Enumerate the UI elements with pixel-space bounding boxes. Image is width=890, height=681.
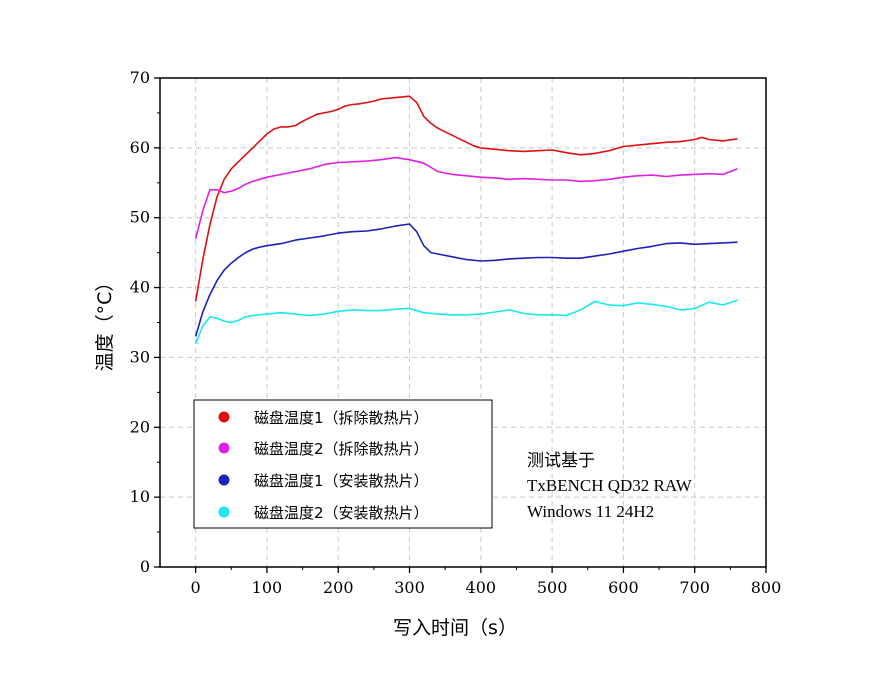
y-tick-label: 20 — [130, 417, 150, 436]
plot-series — [194, 95, 738, 344]
x-tick-label: 200 — [323, 578, 354, 597]
series-line-2 — [194, 156, 738, 239]
y-tick-label: 40 — [130, 278, 150, 297]
annotation-line: TxBENCH QD32 RAW — [527, 476, 693, 495]
y-axis-ticks — [154, 77, 160, 568]
y-tick-label: 10 — [130, 487, 150, 506]
x-tick-label: 0 — [191, 578, 201, 597]
legend-label: 磁盘温度1（安装散热片） — [254, 472, 429, 490]
series-line-3 — [194, 223, 738, 337]
y-axis-title: 温度（°C） — [94, 273, 116, 372]
annotation-note: 测试基于 TxBENCH QD32 RAW Windows 11 24H2 — [527, 451, 693, 521]
legend-marker — [218, 506, 230, 518]
y-tick-label: 60 — [130, 138, 150, 157]
legend: 磁盘温度1（拆除散热片） 磁盘温度2（拆除散热片） 磁盘温度1（安装散热片） 磁盘温度… — [193, 399, 493, 529]
legend-box — [193, 399, 493, 529]
y-tick-label: 30 — [130, 347, 150, 366]
x-tick-label: 800 — [751, 578, 782, 597]
y-axis-labels: 0 10 20 30 40 50 60 70 — [130, 68, 150, 576]
annotation-line: 测试基于 — [527, 451, 595, 470]
annotation-line: Windows 11 24H2 — [527, 502, 654, 521]
y-tick-label: 70 — [130, 68, 150, 87]
x-axis-labels: 0 100 200 300 400 500 600 700 800 — [191, 578, 782, 597]
series-line-4 — [194, 299, 738, 344]
x-tick-label: 300 — [394, 578, 425, 597]
x-tick-label: 700 — [679, 578, 710, 597]
x-axis-ticks — [194, 567, 767, 573]
legend-label: 磁盘温度2（拆除散热片） — [254, 440, 429, 458]
x-tick-label: 100 — [252, 578, 283, 597]
y-tick-label: 0 — [140, 557, 150, 576]
x-tick-label: 400 — [466, 578, 497, 597]
legend-label: 磁盘温度2（安装散热片） — [254, 504, 429, 522]
x-tick-label: 500 — [537, 578, 568, 597]
x-tick-label: 600 — [608, 578, 639, 597]
legend-marker — [218, 474, 230, 486]
legend-marker — [218, 442, 230, 454]
y-tick-label: 50 — [130, 208, 150, 227]
legend-label: 磁盘温度1（拆除散热片） — [254, 409, 429, 427]
series-line-1 — [194, 95, 738, 302]
legend-marker — [218, 411, 230, 423]
x-axis-title: 写入时间（s） — [393, 617, 517, 639]
